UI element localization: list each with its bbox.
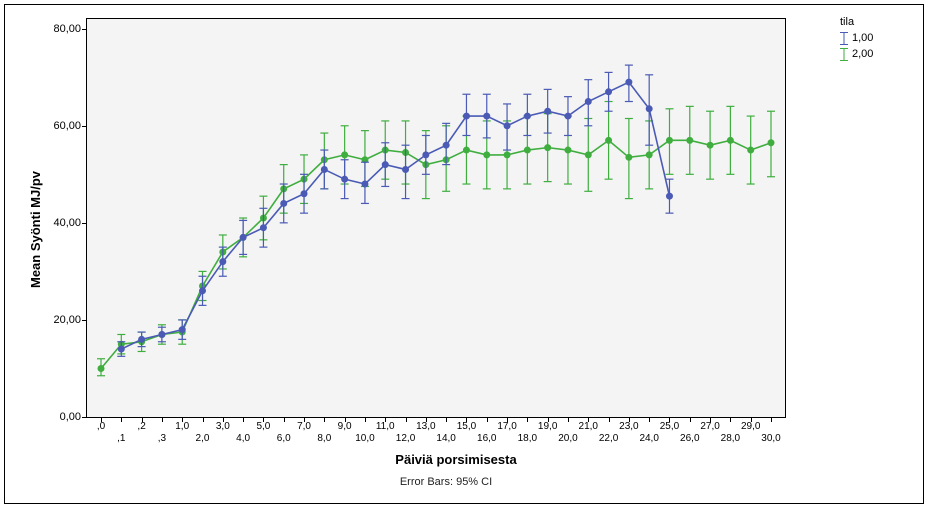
x-tick-label: 23,0 [619, 421, 638, 432]
x-tick-label: 19,0 [538, 421, 557, 432]
x-tick-mark [284, 417, 285, 422]
legend-label: 2,00 [852, 46, 873, 62]
y-tick-label: 20,00 [53, 314, 87, 326]
x-tick-label: 14,0 [436, 433, 455, 444]
x-tick-label: ,2 [137, 421, 145, 432]
x-tick-mark [203, 417, 204, 422]
x-tick-mark [730, 417, 731, 422]
x-tick-mark [487, 417, 488, 422]
x-tick-label: 12,0 [396, 433, 415, 444]
x-tick-mark [446, 417, 447, 422]
x-tick-mark [609, 417, 610, 422]
x-tick-label: 26,0 [680, 433, 699, 444]
x-tick-label: 7,0 [297, 421, 311, 432]
x-tick-mark [243, 417, 244, 422]
x-tick-label: 25,0 [660, 421, 679, 432]
x-tick-mark [324, 417, 325, 422]
x-tick-mark [690, 417, 691, 422]
legend-title: tila [840, 16, 873, 28]
x-tick-label: 3,0 [216, 421, 230, 432]
legend-item: 2,00 [840, 46, 873, 62]
legend-swatch-icon [840, 48, 848, 61]
x-tick-mark [406, 417, 407, 422]
x-tick-label: 1,0 [175, 421, 189, 432]
y-tick-label: 0,00 [60, 411, 87, 423]
x-tick-label: ,3 [158, 433, 166, 444]
series-1,00 [117, 65, 673, 356]
x-tick-label: 18,0 [518, 433, 537, 444]
x-tick-label: 5,0 [256, 421, 270, 432]
x-tick-label: ,0 [97, 421, 105, 432]
x-tick-label: 24,0 [639, 433, 658, 444]
x-tick-label: 13,0 [416, 421, 435, 432]
x-tick-label: ,1 [117, 433, 125, 444]
legend-swatch-icon [840, 32, 848, 45]
error-bar-caption: Error Bars: 95% CI [376, 476, 516, 488]
x-tick-label: 17,0 [497, 421, 516, 432]
x-tick-mark [162, 417, 163, 422]
x-tick-mark [568, 417, 569, 422]
x-tick-label: 2,0 [196, 433, 210, 444]
y-tick-label: 60,00 [53, 120, 87, 132]
x-tick-label: 21,0 [579, 421, 598, 432]
x-tick-label: 6,0 [277, 433, 291, 444]
x-tick-label: 8,0 [317, 433, 331, 444]
chart-svg [87, 19, 785, 417]
x-tick-label: 16,0 [477, 433, 496, 444]
x-tick-mark [771, 417, 772, 422]
legend-label: 1,00 [852, 30, 873, 46]
x-tick-label: 15,0 [457, 421, 476, 432]
x-tick-label: 28,0 [721, 433, 740, 444]
legend-item: 1,00 [840, 30, 873, 46]
y-tick-label: 80,00 [53, 23, 87, 35]
series-2,00 [97, 102, 775, 376]
plot-area: 0,0020,0040,0060,0080,00,0,1,2,31,02,03,… [86, 18, 786, 418]
x-tick-label: 20,0 [558, 433, 577, 444]
y-tick-label: 40,00 [53, 217, 87, 229]
x-tick-label: 27,0 [700, 421, 719, 432]
y-axis-label: Mean Syönti MJ/pv [28, 171, 43, 288]
legend: tila 1,002,00 [840, 16, 873, 62]
x-tick-mark [121, 417, 122, 422]
x-tick-label: 11,0 [376, 421, 395, 432]
chart-frame: { "chart": { "type": "line-with-errorbar… [0, 0, 930, 508]
x-tick-label: 29,0 [741, 421, 760, 432]
x-tick-label: 9,0 [338, 421, 352, 432]
x-tick-label: 10,0 [355, 433, 374, 444]
x-tick-label: 30,0 [761, 433, 780, 444]
x-tick-mark [365, 417, 366, 422]
x-tick-label: 4,0 [236, 433, 250, 444]
x-tick-mark [649, 417, 650, 422]
x-tick-label: 22,0 [599, 433, 618, 444]
x-tick-mark [527, 417, 528, 422]
x-axis-label: Päiviä porsimisesta [356, 452, 556, 467]
